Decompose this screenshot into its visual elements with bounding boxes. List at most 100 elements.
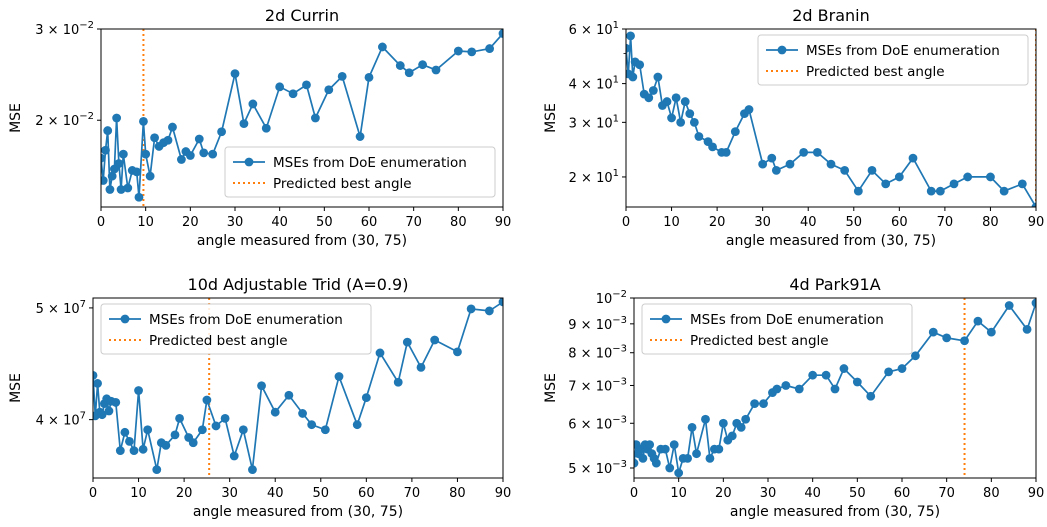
x-tick-label: 20 [709, 215, 726, 230]
x-tick-label: 40 [267, 486, 284, 501]
data-point [116, 185, 126, 194]
data-point [101, 145, 110, 155]
data-point [498, 298, 503, 307]
data-point [484, 306, 494, 316]
x-tick-label: 20 [182, 215, 199, 230]
data-point [170, 430, 180, 440]
legend-series-label: MSEs from DoE enumeration [149, 312, 343, 328]
data-point [105, 185, 115, 194]
chart-title: 10d Adjustable Trid (A=0.9) [188, 275, 409, 294]
data-point [960, 336, 969, 346]
chart-panel-1: 2d Currin 0 10 20 30 40 50 60 70 80 90 2 × 10−2 3 × … [8, 6, 511, 249]
x-tick-label: 30 [221, 486, 238, 501]
data-point [270, 407, 280, 417]
data-point [402, 337, 412, 347]
x-tick-label: 80 [983, 486, 1000, 501]
legend-series-marker [661, 314, 671, 324]
data-point [125, 436, 134, 446]
data-point [197, 425, 207, 435]
data-point [689, 117, 699, 127]
data-point [111, 398, 121, 407]
data-point [714, 444, 724, 454]
data-point [808, 370, 818, 380]
x-tick-label: 0 [89, 486, 97, 501]
data-point [1031, 202, 1036, 207]
data-point [840, 165, 850, 175]
y-tick-label: 9 × 10−3 [568, 315, 627, 333]
data-point [257, 381, 266, 391]
axes-frame [625, 28, 1037, 208]
data-point [393, 377, 403, 387]
y-axis-label: MSE [8, 373, 24, 403]
data-point [694, 132, 704, 141]
x-tick-label: 20 [176, 486, 193, 501]
data-point [93, 370, 98, 380]
data-point [107, 171, 117, 181]
data-point [150, 133, 160, 143]
y-tick-label: 8 × 10−3 [568, 344, 627, 362]
data-point [821, 370, 831, 380]
y-axis-label: MSE [8, 103, 24, 133]
data-point [361, 393, 371, 403]
data-point [324, 85, 334, 95]
data-point [134, 192, 144, 202]
data-point [634, 458, 639, 468]
data-point [163, 135, 173, 145]
data-point [202, 395, 212, 405]
data-point [628, 72, 638, 82]
data-point [188, 438, 198, 448]
data-point [942, 333, 952, 343]
legend-best-label: Predicted best angle [690, 333, 829, 349]
data-point [364, 72, 374, 82]
x-tick-label: 80 [450, 215, 467, 230]
y-axis-label: MSE [543, 103, 559, 133]
data-point [680, 97, 690, 106]
data-point [794, 384, 804, 394]
data-point [152, 465, 162, 475]
data-point [115, 446, 125, 456]
x-axis-label: angle measured from (30, 75) [726, 233, 936, 249]
x-tick-label: 80 [449, 486, 466, 501]
data-point [145, 171, 155, 181]
chart-panel-2: 2d Branin 0 10 20 30 40 50 60 70 80 90 2 × 101 3 × 1… [543, 6, 1044, 249]
chart-title: 4d Park91A [789, 275, 880, 294]
data-point [881, 179, 891, 189]
data-point [97, 410, 107, 420]
x-tick-label: 50 [846, 215, 863, 230]
x-tick-label: 30 [760, 486, 777, 501]
data-point [674, 468, 684, 478]
y-tick-label: 2 × 10−2 [35, 111, 94, 129]
x-axis-label: angle measured from (30, 75) [197, 233, 407, 249]
data-point [772, 384, 782, 394]
x-tick-label: 70 [405, 215, 422, 230]
x-tick-label: 60 [891, 215, 908, 230]
data-point [928, 327, 938, 337]
data-point [112, 113, 122, 123]
data-point [721, 147, 731, 157]
legend-box [641, 303, 913, 355]
legend-box [224, 146, 496, 198]
legend-best-label: Predicted best angle [149, 333, 288, 349]
data-point [781, 381, 791, 390]
y-tick-label: 6 × 101 [569, 20, 619, 38]
plot-area [626, 29, 1036, 207]
data-point [894, 172, 904, 182]
x-tick-label: 0 [630, 486, 638, 501]
data-point [705, 453, 715, 463]
legend: MSEs from DoE enumeration Predicted best … [100, 303, 372, 355]
x-tick-label: 40 [271, 215, 288, 230]
data-point [867, 165, 877, 175]
data-point [758, 159, 768, 169]
data-point [750, 399, 759, 409]
data-point [378, 42, 387, 52]
data-point [648, 86, 658, 95]
data-point [676, 117, 686, 127]
data-point [168, 122, 177, 132]
legend-box [100, 303, 372, 355]
data-point [466, 304, 476, 314]
legend-series-marker [777, 45, 787, 55]
axes-frame [92, 297, 504, 479]
x-tick-label: 50 [313, 486, 330, 501]
data-point [375, 348, 385, 358]
